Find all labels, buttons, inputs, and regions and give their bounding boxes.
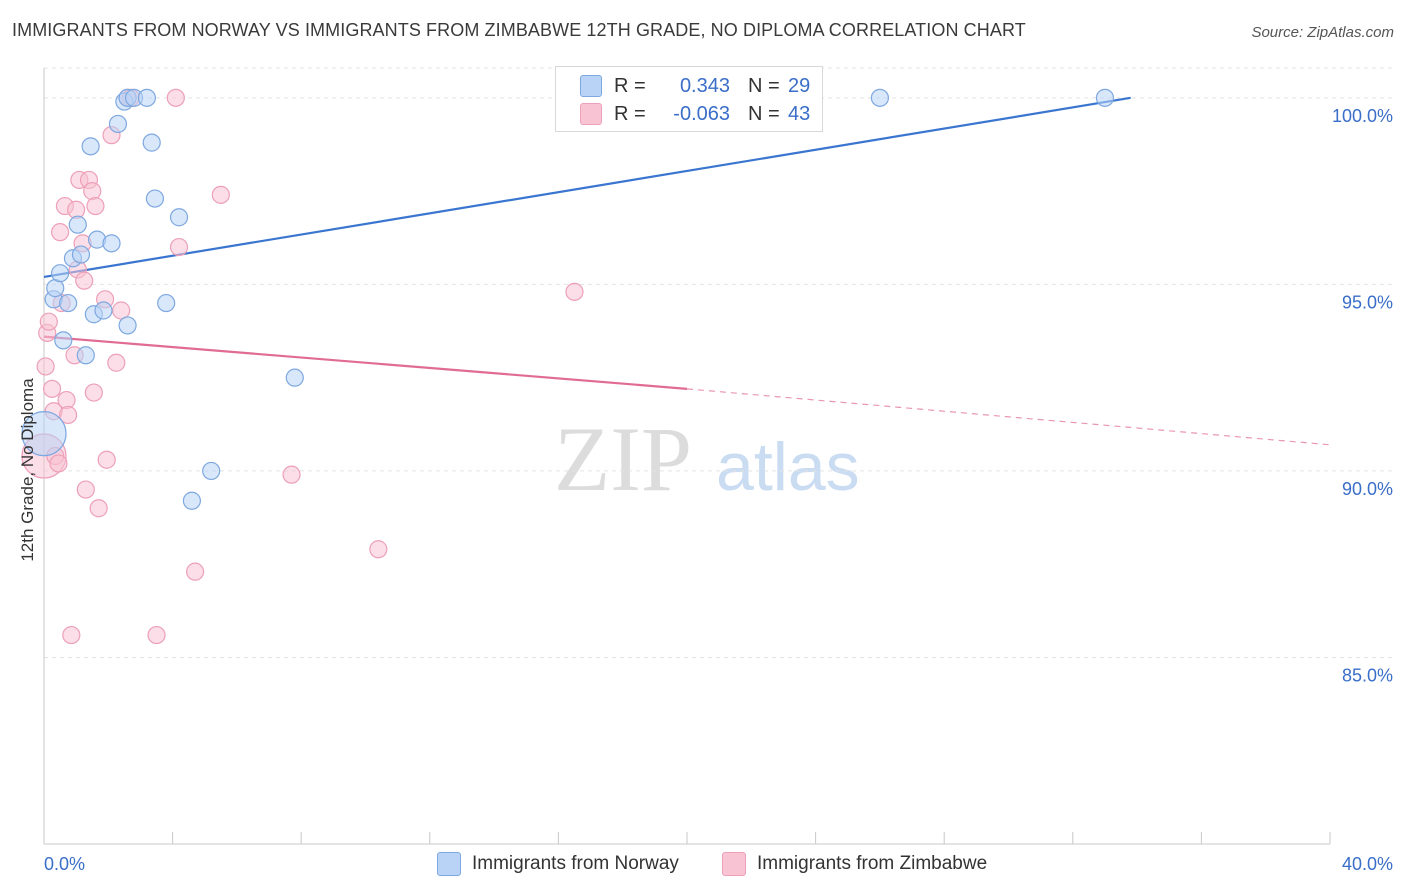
series-legend-label-norway: Immigrants from Norway [472,853,679,874]
data-point-norway [137,88,156,107]
series-legend-zimbabwe[interactable]: Immigrants from Zimbabwe [722,852,987,876]
y-tick-label: 85.0% [1342,665,1393,685]
watermark: ZIP atlas [554,408,860,510]
watermark-atlas: atlas [716,429,860,505]
watermark-zip: ZIP [554,408,692,510]
legend-n-label: N = [748,74,780,97]
data-point-norway [157,293,176,313]
data-point-zimbabwe [211,185,230,204]
data-point-norway [102,234,121,253]
data-point-norway [54,331,73,350]
chart-title: IMMIGRANTS FROM NORWAY VS IMMIGRANTS FRO… [12,20,1026,40]
data-point-zimbabwe [67,200,86,219]
data-point-norway [1095,88,1115,107]
legend-n-label: N = [748,102,780,125]
data-point-zimbabwe [83,182,102,201]
data-point-zimbabwe [59,405,78,425]
data-point-norway [21,411,67,457]
data-point-norway [50,264,70,283]
data-point-norway [81,137,100,156]
data-point-norway [68,215,87,234]
x-axis-ticks [43,832,1331,844]
legend-n-value-norway: 29 [788,74,811,97]
data-point-zimbabwe [62,625,81,645]
legend-n-value-zimbabwe: 43 [788,102,811,125]
y-tick-label: 90.0% [1342,479,1393,499]
data-point-zimbabwe [39,312,58,331]
data-point-zimbabwe [147,625,166,645]
data-point-norway [202,461,221,481]
trend-line-zimbabwe-extension [686,388,1331,446]
data-point-norway [285,368,304,387]
data-point-zimbabwe [84,383,103,402]
trend-line-norway [43,96,1131,279]
data-point-norway [870,88,890,107]
legend-swatch-zimbabwe [580,103,602,125]
legend-row-norway: R = 0.343 N = 29 [580,74,810,98]
data-point-zimbabwe [49,454,68,473]
series-legend-label-zimbabwe: Immigrants from Zimbabwe [757,853,988,874]
data-point-zimbabwe [107,353,126,372]
data-point-zimbabwe [169,237,189,257]
trend-line-zimbabwe [43,335,688,390]
series-norway-points [21,88,1115,510]
data-point-norway [145,189,165,208]
x-tick-label: 40.0% [1342,854,1393,874]
data-point-zimbabwe [369,540,388,559]
data-point-zimbabwe [97,450,116,469]
legend-r-value-zimbabwe: -0.063 [673,102,730,125]
series-legend-swatch-zimbabwe [722,852,746,876]
data-point-zimbabwe [75,271,94,290]
trend-lines [43,96,1331,446]
series-legend-swatch-norway [437,852,461,876]
data-point-zimbabwe [86,196,105,216]
data-point-norway [108,114,128,134]
series-zimbabwe-points [21,88,584,645]
data-point-norway [59,293,78,313]
series-legend-norway[interactable]: Immigrants from Norway [437,852,679,876]
series-legend: Immigrants from Norway Immigrants from Z… [0,852,1406,878]
data-point-norway [118,316,137,335]
y-axis-label: 12th Grade, No Diploma [18,378,37,562]
data-point-zimbabwe [36,357,55,376]
y-tick-label: 95.0% [1342,292,1393,312]
data-point-norway [182,491,201,510]
legend-r-label: R = [614,102,646,125]
data-point-zimbabwe [42,379,62,398]
grid-lines [44,67,1392,658]
data-point-norway [169,208,189,227]
data-point-zimbabwe [186,562,205,581]
data-point-zimbabwe [50,223,70,242]
data-point-norway [142,133,161,152]
data-point-zimbabwe [565,282,584,301]
legend-r-value-norway: 0.343 [679,74,730,97]
data-point-zimbabwe [76,480,95,499]
x-axis-tick-labels: 0.0% 40.0% [44,854,1393,874]
legend-r-label: R = [614,74,646,97]
data-point-zimbabwe [166,88,185,107]
data-point-zimbabwe [282,465,301,484]
legend-row-zimbabwe: R = -0.063 N = 43 [580,102,810,126]
source-credit: Source: ZipAtlas.com [1251,24,1394,41]
y-axis-tick-labels: 100.0% 95.0% 90.0% 85.0% [1332,106,1393,686]
data-point-norway [94,301,113,320]
data-point-norway [76,346,95,365]
legend-swatch-norway [580,75,602,97]
data-point-zimbabwe [57,390,76,410]
data-point-zimbabwe [89,499,108,518]
x-tick-label: 0.0% [44,854,85,874]
data-point-norway [71,245,91,264]
correlation-legend: R = 0.343 N = 29 R = -0.063 N = 43 [555,66,823,132]
y-tick-label: 100.0% [1332,106,1393,126]
